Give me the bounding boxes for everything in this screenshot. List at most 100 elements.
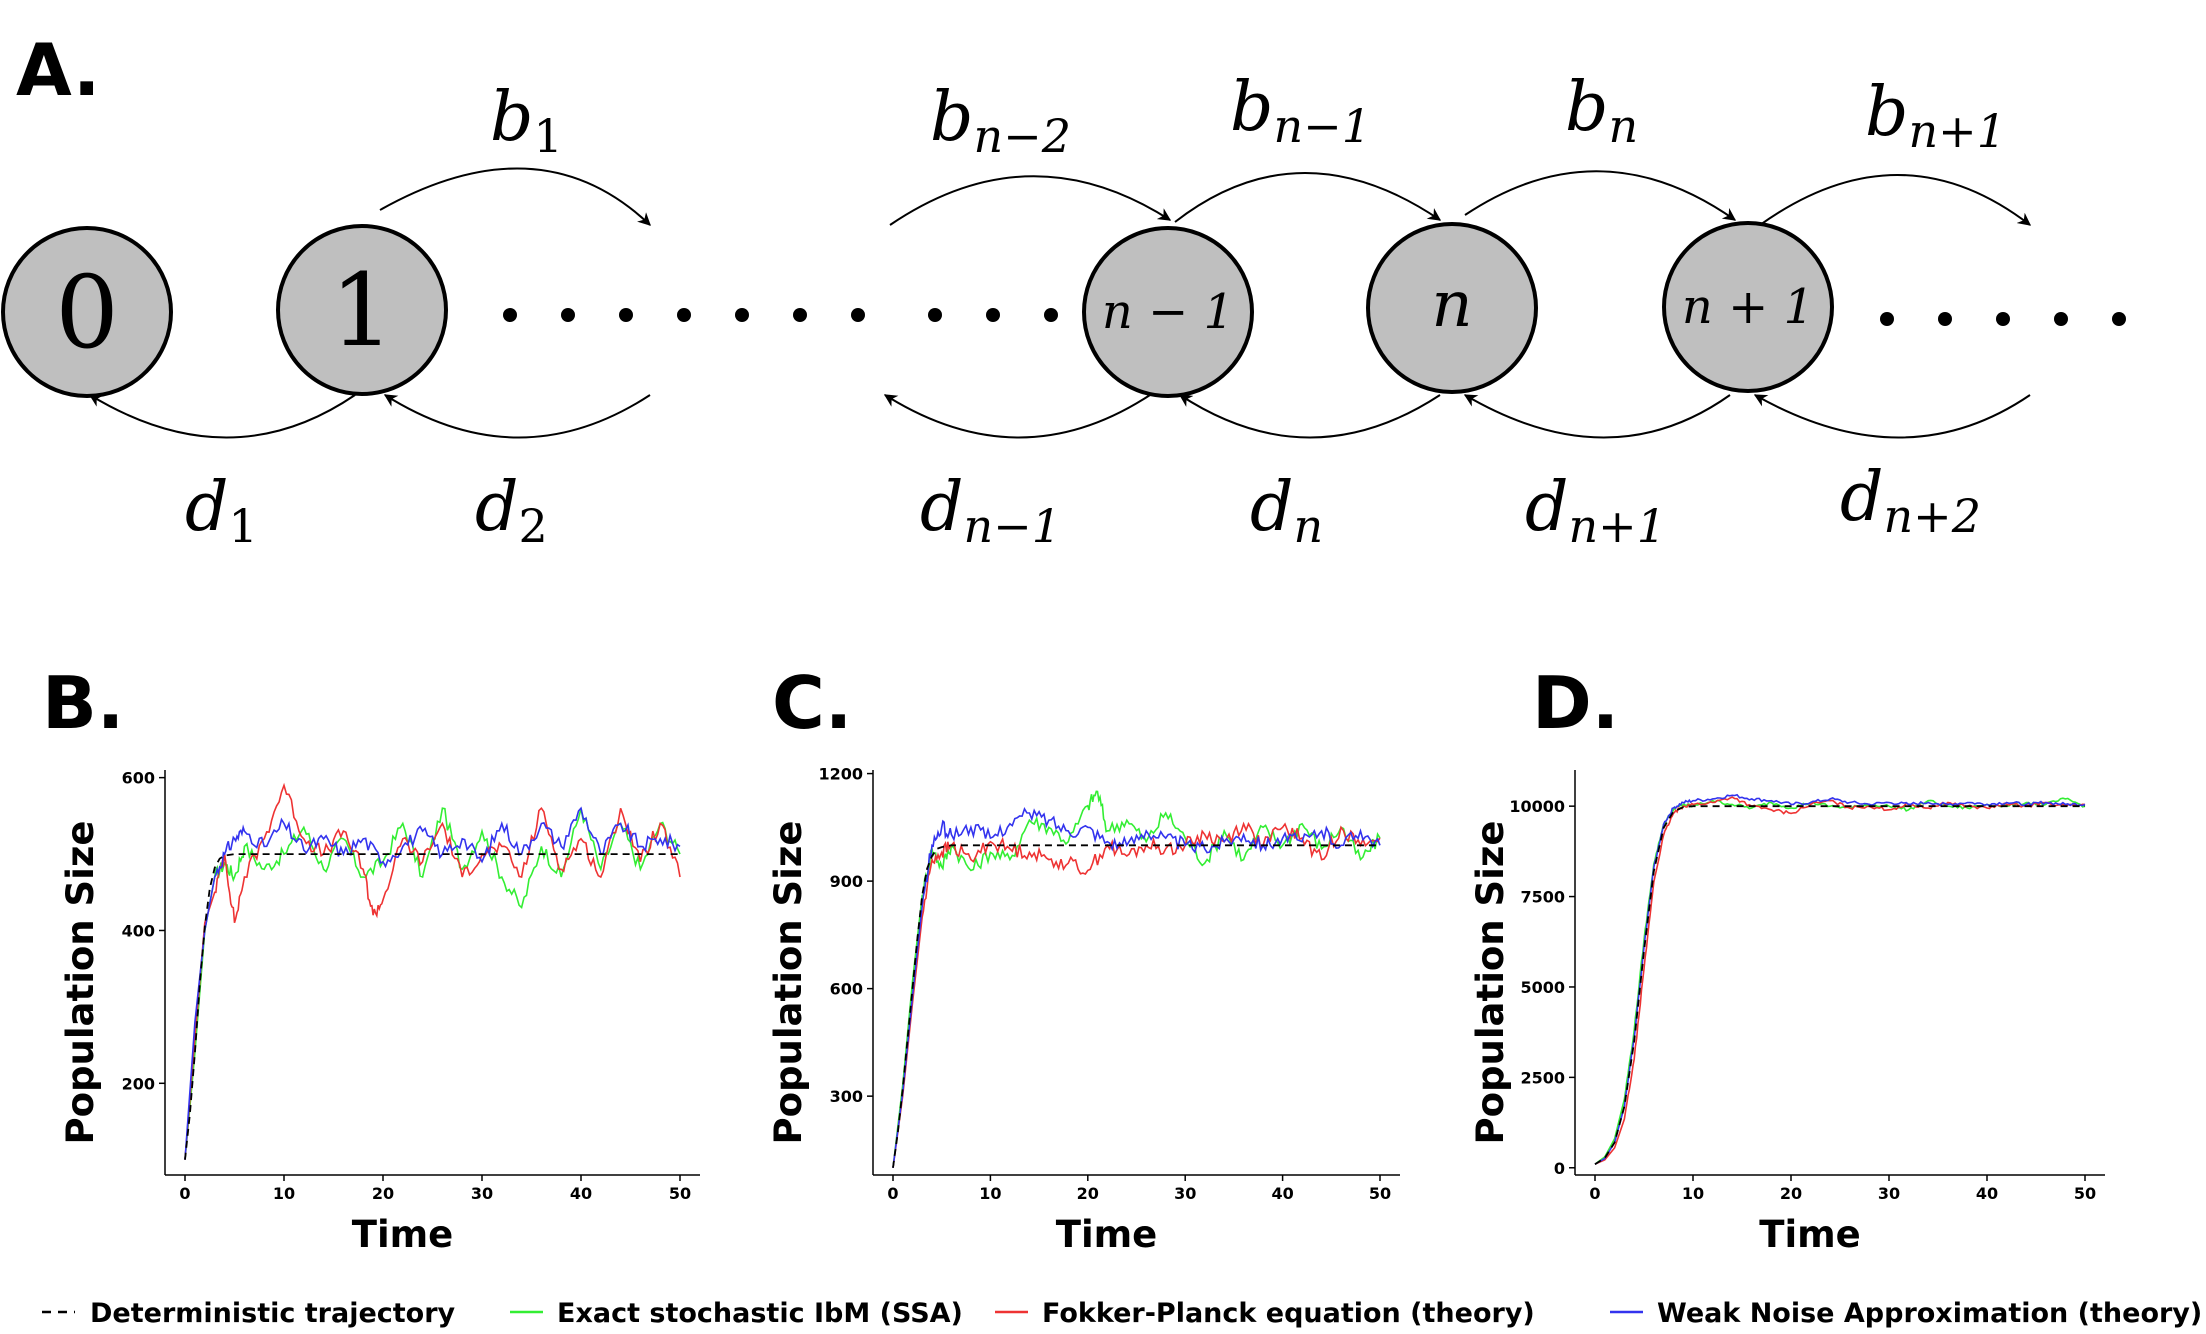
legend-item-weak-noise: Weak Noise Approximation (theory) <box>1610 1298 2202 1329</box>
y-axis-title: Population Size <box>1469 821 1512 1145</box>
death-arc-n <box>1178 394 1441 439</box>
x-tick-label: 20 <box>372 1184 394 1203</box>
death-label-1: d1 <box>185 468 258 553</box>
x-tick-label: 40 <box>1976 1184 1998 1203</box>
legend: Deterministic trajectory Exact stochasti… <box>42 1298 2202 1329</box>
x-tick-label: 30 <box>1174 1184 1196 1203</box>
legend-item-deterministic: Deterministic trajectory <box>42 1298 456 1329</box>
death-arc-n+2 <box>1753 394 2031 439</box>
y-tick-label: 300 <box>830 1087 863 1106</box>
y-tick-label: 200 <box>122 1074 155 1093</box>
y-tick-label: 2500 <box>1520 1068 1565 1087</box>
state-nodes: 0 1 n − 1 n n + 1 <box>1 221 1834 398</box>
birth-arc-n+1 <box>1759 174 2032 226</box>
birth-label-n+1: bn+1 <box>1865 73 2006 158</box>
death-arc-2 <box>383 394 651 439</box>
x-tick-label: 40 <box>570 1184 592 1203</box>
death-arcs <box>88 394 2031 439</box>
death-arc-n+1 <box>1463 394 1731 439</box>
state-node-n-1: n − 1 <box>1082 226 1254 398</box>
y-tick-label: 5000 <box>1520 978 1565 997</box>
state-node-1-label: 1 <box>330 252 394 369</box>
x-tick-label: 50 <box>2074 1184 2096 1203</box>
death-labels: d1 d2 dn−1 dn dn+1 dn+2 <box>185 458 1981 553</box>
y-axis-title: Population Size <box>767 821 810 1145</box>
x-tick-label: 0 <box>887 1184 898 1203</box>
death-label-n+2: dn+2 <box>1840 458 1981 543</box>
chart-c: 0 10 20 30 40 50 300 600 900 1200 Time Population S… <box>767 765 1400 1256</box>
y-tick-label: 10000 <box>1509 797 1565 816</box>
y-tick-label: 400 <box>122 921 155 940</box>
state-node-0-label: 0 <box>55 254 119 371</box>
birth-arc-n-1 <box>1174 172 1442 223</box>
legend-label-weak-noise: Weak Noise Approximation (theory) <box>1657 1298 2202 1329</box>
y-tick-label: 900 <box>830 872 863 891</box>
x-axis-title: Time <box>352 1213 454 1256</box>
state-node-n+1-label: n + 1 <box>1682 279 1814 335</box>
y-tick-label: 600 <box>122 769 155 788</box>
birth-arc-1 <box>379 167 651 226</box>
series-line <box>892 821 1381 1168</box>
ellipsis-dots-right <box>1880 312 2126 326</box>
x-tick-label: 30 <box>1878 1184 1900 1203</box>
y-tick-label: 0 <box>1554 1159 1565 1178</box>
x-tick-label: 0 <box>1589 1184 1600 1203</box>
death-arc-n-1 <box>883 394 1151 439</box>
series-line <box>1594 796 2086 1165</box>
x-tick-label: 50 <box>1369 1184 1391 1203</box>
series-line <box>1594 805 2085 1165</box>
birth-arcs <box>379 167 2032 226</box>
state-node-n-1-label: n − 1 <box>1102 284 1234 340</box>
series-line <box>184 853 680 1160</box>
x-tick-label: 40 <box>1271 1184 1293 1203</box>
x-tick-label: 10 <box>273 1184 295 1203</box>
birth-label-n-2: bn−2 <box>930 78 1071 163</box>
y-tick-label: 1200 <box>818 765 863 784</box>
birth-arc-n <box>1464 170 1737 221</box>
x-tick-label: 30 <box>471 1184 493 1203</box>
series-line <box>892 844 1380 1168</box>
series-line <box>892 806 1381 1168</box>
series-line <box>892 790 1381 1168</box>
x-tick-label: 20 <box>1077 1184 1099 1203</box>
legend-item-ssa: Exact stochastic IbM (SSA) <box>510 1298 963 1329</box>
death-arc-1 <box>88 394 356 439</box>
y-tick-label: 7500 <box>1520 888 1565 907</box>
panel-label-b: B. <box>42 661 124 745</box>
x-tick-label: 10 <box>979 1184 1001 1203</box>
chart-b: 0 10 20 30 40 50 200 400 600 Time Population Size <box>59 769 700 1256</box>
birth-arc-n-2 <box>889 175 1172 226</box>
x-tick-label: 10 <box>1682 1184 1704 1203</box>
legend-label-deterministic: Deterministic trajectory <box>90 1298 456 1329</box>
birth-label-n-1: bn−1 <box>1230 68 1371 153</box>
birth-label-n: bn <box>1565 68 1638 153</box>
state-node-1: 1 <box>276 224 448 396</box>
legend-item-fokker-planck: Fokker-Planck equation (theory) <box>995 1298 1535 1329</box>
x-tick-label: 50 <box>669 1184 691 1203</box>
x-axis-title: Time <box>1056 1213 1158 1256</box>
death-label-n+1: dn+1 <box>1525 468 1666 553</box>
birth-labels: b1 bn−2 bn−1 bn bn+1 <box>490 68 2006 163</box>
panel-label-a: A. <box>16 28 100 112</box>
x-tick-label: 0 <box>179 1184 190 1203</box>
death-label-n: dn <box>1250 468 1323 553</box>
series-line <box>184 806 681 1160</box>
chart-d: 0 10 20 30 40 50 0 2500 5000 7500 10000 Time Populat… <box>1469 770 2105 1256</box>
series-line <box>1594 793 2086 1165</box>
death-label-n-1: dn−1 <box>920 468 1061 553</box>
state-node-n: n <box>1366 222 1538 394</box>
legend-label-ssa: Exact stochastic IbM (SSA) <box>557 1298 963 1329</box>
birth-label-1: b1 <box>490 78 563 163</box>
y-axis-title: Population Size <box>59 821 102 1145</box>
y-tick-label: 600 <box>830 980 863 999</box>
state-node-n-label: n <box>1431 268 1472 342</box>
state-node-n+1: n + 1 <box>1662 221 1834 393</box>
legend-label-fokker-planck: Fokker-Planck equation (theory) <box>1042 1298 1535 1329</box>
panel-label-d: D. <box>1532 661 1619 745</box>
panel-label-c: C. <box>772 661 852 745</box>
x-axis-title: Time <box>1759 1213 1861 1256</box>
series-line <box>184 807 681 1160</box>
ellipsis-dots-middle <box>503 308 1058 322</box>
series-line <box>184 782 681 1160</box>
